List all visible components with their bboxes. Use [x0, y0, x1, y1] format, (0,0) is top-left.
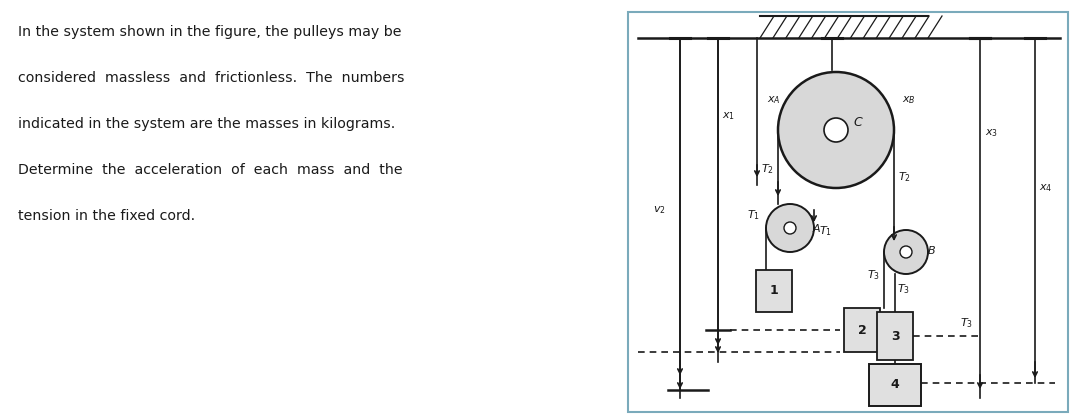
Text: $x_A$: $x_A$ [767, 94, 781, 106]
Text: C: C [853, 116, 862, 129]
Text: B: B [928, 246, 935, 256]
Text: 3: 3 [891, 330, 900, 342]
Bar [627, 12, 1068, 412]
Text: $T_2$: $T_2$ [761, 162, 774, 176]
Text: $T_3$: $T_3$ [897, 282, 910, 296]
Circle shape [885, 230, 928, 274]
Circle shape [778, 72, 894, 188]
Circle shape [766, 204, 814, 252]
Circle shape [824, 118, 848, 142]
Text: $x_1$: $x_1$ [723, 110, 735, 122]
Text: 1: 1 [770, 284, 779, 297]
Text: 2: 2 [858, 323, 866, 336]
Text: Determine  the  acceleration  of  each  mass  and  the: Determine the acceleration of each mass … [18, 163, 403, 177]
Text: $T_3$: $T_3$ [960, 316, 973, 330]
Text: $x_4$: $x_4$ [1039, 182, 1052, 194]
Text: $x_3$: $x_3$ [985, 127, 998, 139]
Text: $T_2$: $T_2$ [897, 170, 910, 184]
Circle shape [900, 246, 912, 258]
Bar [756, 270, 792, 312]
Text: $T_3$: $T_3$ [867, 268, 880, 282]
Bar [869, 364, 921, 406]
Bar [877, 312, 913, 360]
Text: $v_2$: $v_2$ [653, 204, 666, 216]
Circle shape [784, 222, 796, 234]
Text: $x_B$: $x_B$ [902, 94, 916, 106]
Text: tension in the fixed cord.: tension in the fixed cord. [18, 209, 195, 223]
Text: considered  massless  and  frictionless.  The  numbers: considered massless and frictionless. Th… [18, 71, 405, 85]
Text: $T_1$: $T_1$ [747, 208, 760, 222]
Text: $T_1$: $T_1$ [819, 224, 832, 238]
Text: 4: 4 [891, 378, 900, 391]
Text: A: A [812, 224, 820, 234]
Text: In the system shown in the figure, the pulleys may be: In the system shown in the figure, the p… [18, 25, 402, 39]
Text: indicated in the system are the masses in kilograms.: indicated in the system are the masses i… [18, 117, 395, 131]
Bar [843, 308, 880, 352]
